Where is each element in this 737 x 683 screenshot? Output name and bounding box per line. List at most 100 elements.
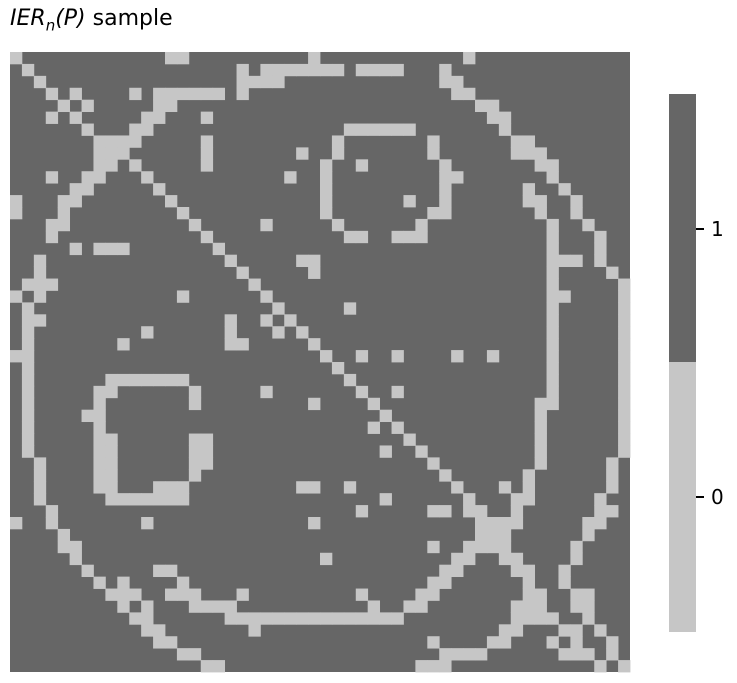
heatmap-cell xyxy=(415,600,428,613)
heatmap-cell xyxy=(451,481,464,494)
heatmap-cell xyxy=(331,612,345,625)
heatmap-cell xyxy=(129,135,142,148)
heatmap-cell xyxy=(439,564,452,578)
heatmap-cell xyxy=(69,540,82,554)
heatmap-cell xyxy=(224,612,237,625)
heatmap-cell xyxy=(57,540,71,554)
heatmap-cell xyxy=(188,218,202,232)
heatmap-cell xyxy=(510,552,524,566)
heatmap-cell xyxy=(69,111,82,124)
heatmap-cell xyxy=(391,230,404,244)
heatmap-cell xyxy=(200,660,214,673)
heatmap-cell xyxy=(224,338,237,351)
heatmap-cell xyxy=(475,540,488,554)
heatmap-cell xyxy=(117,135,130,148)
heatmap-cell xyxy=(153,373,166,387)
heatmap-cell xyxy=(379,409,392,423)
heatmap-cell xyxy=(105,481,118,494)
heatmap-cell xyxy=(165,99,178,113)
heatmap-cell xyxy=(176,493,190,506)
heatmap-cell xyxy=(45,218,59,232)
heatmap-cell xyxy=(343,481,357,494)
heatmap-cell xyxy=(105,457,118,470)
heatmap-cell xyxy=(439,171,452,184)
heatmap-cell xyxy=(188,600,202,613)
heatmap-cell xyxy=(117,493,130,506)
heatmap-cell xyxy=(427,457,440,470)
heatmap-cell xyxy=(486,111,500,124)
heatmap-cell xyxy=(272,612,285,625)
heatmap-cell xyxy=(165,87,178,101)
heatmap-cell xyxy=(606,636,619,649)
heatmap-cell xyxy=(33,290,47,303)
heatmap-cell xyxy=(320,183,333,196)
heatmap-cell xyxy=(153,624,166,637)
colorbar-one-band xyxy=(669,94,696,362)
heatmap-cell xyxy=(534,397,547,411)
heatmap-cell xyxy=(367,397,381,411)
heatmap-cell xyxy=(188,433,202,446)
heatmap-cell xyxy=(21,433,35,446)
heatmap-cell xyxy=(534,195,547,208)
heatmap-cell xyxy=(570,254,583,268)
title-subscript: n xyxy=(45,16,56,35)
heatmap-cell xyxy=(510,564,524,578)
heatmap-cell xyxy=(236,63,249,77)
heatmap-cell xyxy=(546,254,559,268)
heatmap-cell xyxy=(141,624,154,637)
heatmap-cell xyxy=(117,147,130,160)
heatmap-cell xyxy=(582,600,595,613)
heatmap-cell xyxy=(105,159,118,172)
heatmap-cell xyxy=(606,266,619,279)
heatmap-cell xyxy=(93,445,106,458)
colorbar-zero-band xyxy=(669,362,696,632)
heatmap-cell xyxy=(141,373,154,387)
heatmap-cell xyxy=(248,612,261,625)
heatmap-cell xyxy=(331,218,345,232)
heatmap-cell xyxy=(308,481,321,494)
heatmap-cell xyxy=(81,183,94,196)
heatmap-cell xyxy=(21,350,35,363)
heatmap-cell xyxy=(153,99,166,113)
heatmap-cell xyxy=(570,207,583,220)
heatmap-cell xyxy=(594,624,607,637)
heatmap-cell xyxy=(93,397,106,411)
heatmap-cell xyxy=(498,540,512,554)
heatmap-cell xyxy=(200,433,214,446)
heatmap-cell xyxy=(248,75,261,89)
heatmap-cell xyxy=(475,99,488,113)
heatmap-cell xyxy=(486,636,500,649)
heatmap-cell xyxy=(486,528,500,542)
heatmap-cell xyxy=(188,397,202,411)
heatmap-cell xyxy=(618,362,631,375)
heatmap-cell xyxy=(129,588,142,601)
heatmap-cell xyxy=(33,278,47,291)
heatmap-cell xyxy=(510,505,524,518)
heatmap-cell xyxy=(308,612,321,625)
heatmap-cell xyxy=(618,421,631,434)
heatmap-cell xyxy=(188,385,202,399)
heatmap-cell xyxy=(105,445,118,458)
heatmap-cell xyxy=(546,242,559,256)
heatmap-cell xyxy=(546,338,559,351)
heatmap-cell xyxy=(45,230,59,244)
heatmap-cell xyxy=(272,63,285,77)
heatmap-cell xyxy=(391,63,404,77)
heatmap-cell xyxy=(451,171,464,184)
heatmap-cell xyxy=(618,373,631,387)
heatmap-cell xyxy=(618,302,631,315)
heatmap-cell xyxy=(165,195,178,208)
heatmap-cell xyxy=(439,195,452,208)
heatmap-cell xyxy=(57,99,71,113)
colorbar-label-0: 0 xyxy=(711,485,724,509)
heatmap-cell xyxy=(105,147,118,160)
heatmap-cell xyxy=(141,612,154,625)
heatmap-cell xyxy=(188,87,202,101)
heatmap-cell xyxy=(320,612,333,625)
heatmap-cell xyxy=(45,111,59,124)
heatmap-cell xyxy=(33,493,47,506)
heatmap-cell xyxy=(105,135,118,148)
heatmap-cell xyxy=(558,576,571,589)
heatmap-cell xyxy=(93,481,106,494)
